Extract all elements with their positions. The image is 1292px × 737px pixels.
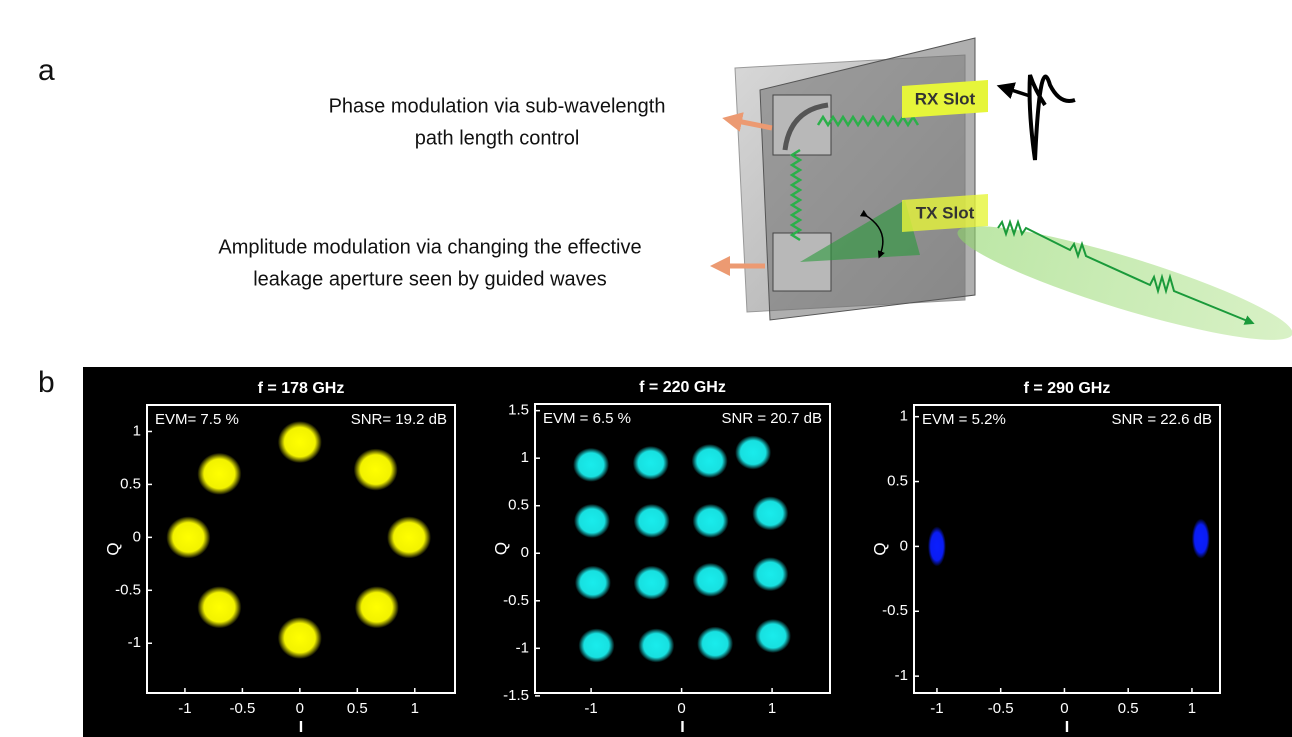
y-tick-label: 1 [133, 422, 141, 439]
x-tick-label: 0 [296, 700, 304, 717]
constellation-cluster [755, 619, 791, 653]
y-tick-label: 1 [900, 408, 908, 425]
constellation-cluster [752, 496, 788, 530]
x-axis-label: I [1065, 719, 1069, 736]
y-tick-label: 0.5 [887, 473, 908, 490]
constellation-cluster [634, 566, 670, 600]
constellation-cluster [197, 586, 241, 628]
amplitude-unit [773, 233, 831, 291]
annotation: SNR= 19.2 dB [351, 411, 447, 428]
figure: a RX Slot TX Slot Phase modulation via s… [0, 0, 1292, 737]
x-tick-label: 1 [1188, 700, 1196, 717]
plot-title: f = 178 GHz [258, 380, 345, 397]
y-tick-label: 0 [521, 544, 529, 561]
pulse-arrow [1005, 88, 1030, 96]
annotation: SNR = 20.7 dB [722, 410, 822, 427]
y-tick-label: 0 [133, 528, 141, 545]
x-tick-label: 0 [677, 700, 685, 717]
annotation: Amplitude modulation via changing the ef… [218, 236, 641, 258]
x-tick-label: -1 [178, 700, 191, 717]
constellation-cluster [692, 444, 728, 478]
y-tick-label: 0 [900, 537, 908, 554]
y-tick-label: 0.5 [120, 475, 141, 492]
annotation: EVM = 5.2% [922, 411, 1006, 428]
constellation-cluster [573, 448, 609, 482]
annotation: Phase modulation via sub-wavelength [329, 95, 666, 117]
plot-title: f = 290 GHz [1024, 380, 1111, 397]
annotation: EVM = 6.5 % [543, 410, 631, 427]
constellation-cluster [354, 449, 398, 491]
x-axis-label: I [299, 719, 303, 736]
constellation-cluster [166, 516, 210, 558]
y-tick-label: -0.5 [115, 581, 141, 598]
constellation-cluster [633, 446, 669, 480]
constellation-cluster [752, 557, 788, 591]
y-tick-label: -1 [895, 667, 908, 684]
constellation-cluster [197, 453, 241, 495]
constellation-cluster [735, 435, 771, 469]
constellation-cluster [928, 526, 946, 566]
x-tick-label: 0.5 [1118, 700, 1139, 717]
y-tick-label: -1 [516, 639, 529, 656]
y-tick-label: -0.5 [882, 602, 908, 619]
constellation-cluster [355, 586, 399, 628]
panel-label: a [38, 54, 55, 87]
diagram: a RX Slot TX Slot Phase modulation via s… [38, 38, 1292, 359]
constellation-cluster [634, 504, 670, 538]
y-axis-label: Q [870, 542, 889, 555]
x-tick-label: 1 [768, 700, 776, 717]
pulse [1030, 75, 1075, 160]
y-tick-label: 1.5 [508, 402, 529, 419]
constellation-cluster [697, 627, 733, 661]
constellation-cluster [693, 504, 729, 538]
y-axis-label: Q [491, 542, 510, 555]
x-tick-label: -1 [584, 700, 597, 717]
constellation-cluster [278, 421, 322, 463]
y-tick-label: -1.5 [503, 687, 529, 704]
annotation: SNR = 22.6 dB [1112, 411, 1212, 428]
annotation: EVM= 7.5 % [155, 411, 239, 428]
constellation-cluster [638, 628, 674, 662]
y-tick-label: -1 [128, 634, 141, 651]
constellation-cluster [387, 516, 431, 558]
constellation-cluster [574, 504, 610, 538]
x-axis-label: I [680, 719, 684, 736]
panel-label: b [38, 366, 55, 399]
constellation-cluster [693, 563, 729, 597]
constellation-cluster [579, 628, 615, 662]
y-tick-label: -0.5 [503, 592, 529, 609]
x-tick-label: -0.5 [229, 700, 255, 717]
beam [950, 207, 1292, 359]
x-tick-label: -1 [930, 700, 943, 717]
x-tick-label: -0.5 [988, 700, 1014, 717]
y-axis-label: Q [103, 542, 122, 555]
annotation: leakage aperture seen by guided waves [253, 268, 607, 290]
slot-label: TX Slot [916, 203, 975, 222]
constellation-cluster [1192, 519, 1210, 559]
constellation-cluster [575, 566, 611, 600]
y-tick-label: 1 [521, 449, 529, 466]
constellation-cluster [278, 617, 322, 659]
plot-title: f = 220 GHz [639, 379, 726, 396]
x-tick-label: 1 [411, 700, 419, 717]
y-tick-label: 0.5 [508, 497, 529, 514]
x-tick-label: 0.5 [347, 700, 368, 717]
x-tick-label: 0 [1060, 700, 1068, 717]
slot-label: RX Slot [915, 89, 976, 108]
annotation: path length control [415, 127, 580, 149]
